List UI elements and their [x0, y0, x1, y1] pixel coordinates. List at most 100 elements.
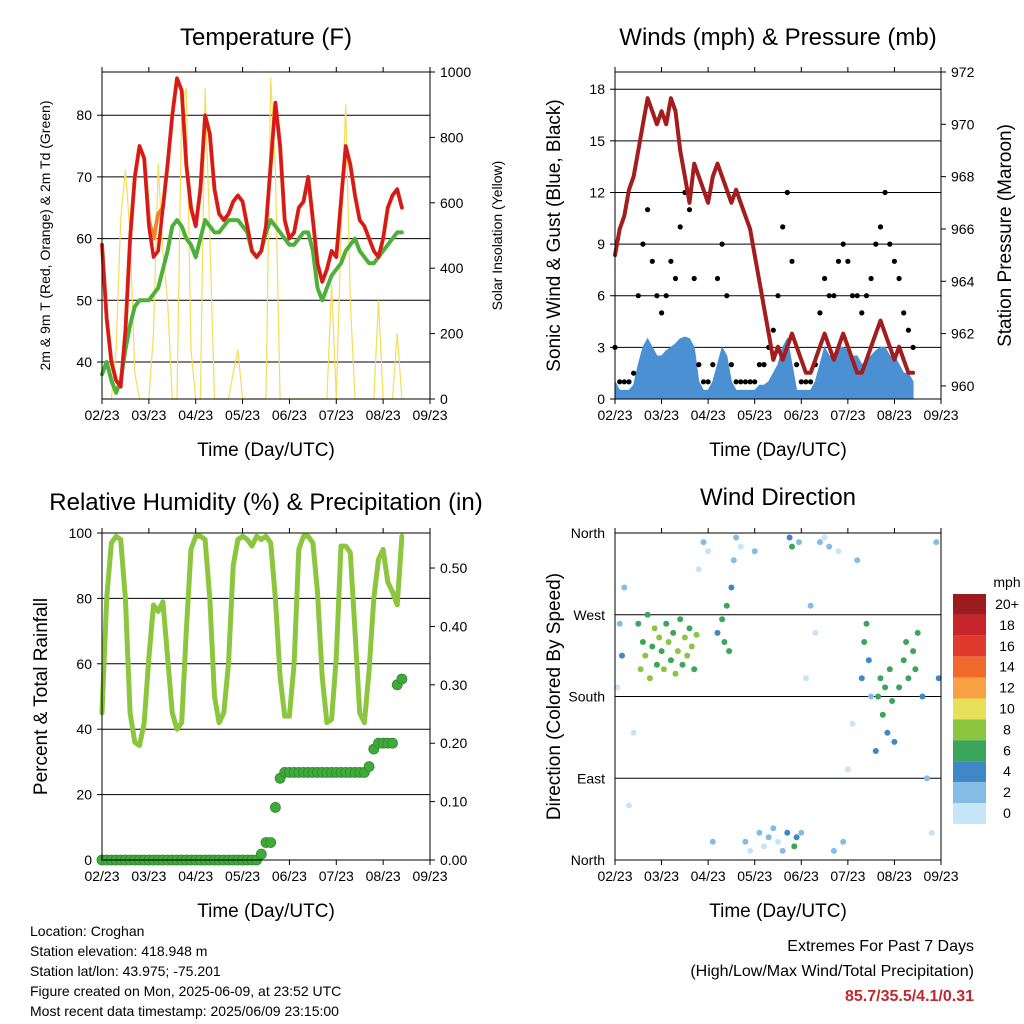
- dir-point: [688, 643, 695, 650]
- wind-gust-point: [631, 370, 637, 376]
- dir-point: [649, 643, 656, 650]
- rh-y2tick-label: 0.30: [440, 677, 467, 693]
- temp-series-t9m-line: [100, 76, 404, 389]
- dir-point: [882, 684, 889, 691]
- wind-xtick-label: 07/23: [830, 407, 865, 423]
- dir-point: [674, 648, 681, 655]
- rh-rain-point: [363, 761, 375, 772]
- dir-point: [900, 657, 907, 664]
- wind-ylabel: Sonic Wind & Gust (Blue, Black): [544, 99, 565, 371]
- wind-gust-point: [621, 379, 627, 385]
- temp-ytick-label: 50: [76, 292, 92, 308]
- wind-gust-point: [617, 379, 623, 385]
- wind-gust-point: [677, 224, 683, 230]
- dir-point: [826, 543, 833, 550]
- temp-xtick-label: 09/23: [412, 407, 447, 423]
- dir-point: [665, 639, 672, 645]
- wind-gust-point: [654, 293, 660, 299]
- dir-point: [791, 843, 798, 850]
- dir-point: [835, 548, 842, 555]
- dir-point: [642, 652, 649, 659]
- rh-xtick-label: 03/23: [131, 868, 166, 884]
- wind-gust-point: [761, 362, 767, 368]
- dir-xtick-label: 09/23: [923, 868, 958, 884]
- extremes-box: Extremes For Past 7 Days (High/Low/Max W…: [690, 934, 974, 1009]
- dir-legend-label: 2: [1003, 784, 1011, 800]
- temp-y2tick-label: 400: [440, 260, 464, 276]
- wind-gust-point: [859, 310, 865, 316]
- dir-point: [844, 766, 851, 773]
- wind-xtick-label: 03/23: [644, 407, 679, 423]
- wind-ytick-label: 12: [589, 184, 605, 200]
- wind-plot-frame: [614, 71, 942, 400]
- temp-y2tick-label: 200: [440, 326, 464, 342]
- dir-point: [854, 557, 861, 564]
- dir-point: [793, 834, 800, 841]
- wind-gust-point: [738, 379, 744, 385]
- dir-point: [798, 829, 805, 836]
- dir-legend-swatch: [953, 719, 986, 741]
- wind-gust-point: [891, 258, 898, 264]
- dir-legend-swatch: [953, 803, 986, 824]
- dir-point: [912, 666, 919, 673]
- dir-point: [875, 693, 882, 700]
- dir-point: [924, 775, 930, 782]
- dir-point: [691, 666, 698, 673]
- rh-ytick-label: 60: [76, 656, 92, 672]
- wind-gust-point: [794, 362, 800, 368]
- wind-gust-point: [649, 258, 655, 264]
- temp-xtick-label: 06/23: [272, 407, 307, 423]
- rh-xtick-label: 04/23: [178, 868, 213, 884]
- dir-legend-swatch: [953, 698, 986, 720]
- dir-xlabel: Time (Day/UTC): [709, 901, 847, 922]
- wind-ytick-label: 15: [589, 133, 605, 149]
- dir-point: [660, 666, 667, 673]
- dir-point: [889, 698, 896, 704]
- rh-rain-point: [265, 837, 277, 848]
- dir-legend-label: 18: [999, 617, 1015, 633]
- temp-plot-frame: [101, 71, 431, 400]
- dir-legend-title: mph: [993, 574, 1020, 590]
- wind-gust-point: [672, 275, 679, 282]
- dir-legend-label: 16: [999, 638, 1015, 654]
- dir-point: [621, 584, 628, 591]
- dir-point: [714, 629, 721, 636]
- wind-gust-point: [910, 344, 916, 350]
- rh-rain-point: [387, 737, 398, 749]
- temp-xtick-label: 02/23: [84, 407, 119, 423]
- dir-point: [670, 629, 677, 636]
- dir-point: [677, 616, 684, 623]
- dir-point: [695, 566, 702, 573]
- rh-ytick-label: 0: [84, 852, 92, 868]
- dir-point: [796, 539, 802, 546]
- dir-point: [802, 675, 809, 682]
- wind-gust-point: [854, 293, 860, 299]
- dir-point: [619, 652, 625, 659]
- rh-ytick-label: 40: [76, 721, 92, 737]
- dir-point: [693, 631, 700, 638]
- dir-point: [705, 548, 712, 555]
- rh-y2tick-label: 0.40: [440, 618, 467, 634]
- wind-gust-point: [663, 293, 669, 299]
- dir-point: [733, 534, 740, 541]
- dir-point: [807, 602, 814, 609]
- dir-ytick-label: North: [571, 852, 605, 868]
- temp-ytick-label: 60: [76, 231, 92, 247]
- dir-point: [868, 693, 875, 700]
- dir-point: [737, 543, 744, 550]
- wind-gust-point: [822, 275, 828, 282]
- temp-ylabel: 2m & 9m T (Red, Orange) & 2m Td (Green): [37, 101, 53, 371]
- wind-gust-point: [714, 275, 721, 282]
- dir-xtick-label: 05/23: [737, 868, 772, 884]
- dir-legend-swatch: [953, 614, 986, 636]
- rh-ylabel: Percent & Total Rainfall: [31, 598, 52, 795]
- recent-text: Most recent data timestamp: 2025/06/09 2…: [30, 1003, 339, 1019]
- dir-point: [639, 639, 646, 645]
- wind-gust-point: [845, 258, 851, 264]
- dir-point: [877, 675, 884, 682]
- temp-y2tick-label: 800: [440, 129, 464, 145]
- wind-gust-point: [747, 379, 753, 385]
- wind-title: Winds (mph) & Pressure (mb): [619, 24, 936, 51]
- dir-legend-swatch: [953, 594, 986, 615]
- wind-gust-point: [626, 379, 632, 385]
